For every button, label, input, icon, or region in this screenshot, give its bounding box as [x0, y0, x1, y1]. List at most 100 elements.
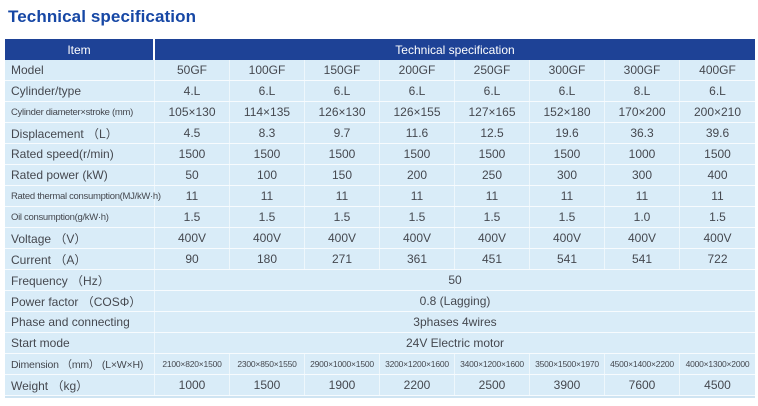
cell-value: 1000	[155, 375, 230, 395]
row-label: Dimension （mm） (L×W×H)	[5, 354, 155, 374]
table-row: Phase and connecting 3phases 4wires	[5, 312, 755, 333]
cell-value: 200GF	[380, 60, 455, 80]
cell-value: 400V	[530, 228, 605, 248]
cell-value: 11	[305, 186, 380, 206]
cell-value: 300GF	[605, 60, 680, 80]
cell-value: 4500×1400×2200	[605, 354, 680, 374]
cell-value: 11	[380, 186, 455, 206]
span-value: 50	[448, 273, 462, 287]
table-row: Rated thermal consumption(MJ/kW·h) 11 11 11…	[5, 186, 755, 207]
header-span-label: Technical specification	[395, 42, 515, 57]
cell-value: 1.5	[380, 207, 455, 227]
table-row: Rated speed(r/min) 1500 1500 1500 1500 1500 15…	[5, 144, 755, 165]
table-row: Cylinder/type 4.L 6.L 6.L 6.L 6.L 6.L 8.L 6.L	[5, 81, 755, 102]
cell-value: 19.6	[530, 123, 605, 143]
cell-value: 170×200	[605, 102, 680, 122]
cell-value: 400	[707, 168, 728, 182]
cell-value: 3900	[530, 375, 605, 395]
cell-value: 150	[305, 165, 380, 185]
cell-value: 126×130	[305, 102, 380, 122]
cell-value: 6.L	[380, 81, 455, 101]
cell-value: 8.3	[230, 123, 305, 143]
table-body: Model 50GF 100GF 150GF 200GF 250GF 300GF 300GF 4…	[5, 60, 755, 396]
table-header-row: Item Technical specification	[5, 39, 755, 60]
row-label: Cylinder/type	[5, 81, 155, 101]
cell-value: 1900	[305, 375, 380, 395]
cell-value: 4.L	[155, 81, 230, 101]
cell-value: 541	[605, 249, 680, 269]
cell-value: 400V	[380, 228, 455, 248]
table-row: Cylinder diameter×stroke (mm) 105×130 114×…	[5, 102, 755, 123]
row-label: Rated thermal consumption(MJ/kW·h)	[5, 186, 161, 206]
cell-value: 36.3	[605, 123, 680, 143]
cell-value: 1.5	[155, 207, 230, 227]
row-label: Rated speed(r/min)	[5, 144, 155, 164]
span-value: 0.8 (Lagging)	[419, 294, 491, 308]
cell-value: 200×210	[693, 105, 742, 119]
table-row: Frequency （Hz） 50	[5, 270, 755, 291]
cell-value: 541	[530, 249, 605, 269]
row-label: Oil consumption(g/kW·h)	[5, 207, 155, 227]
row-label: Rated power (kW)	[5, 165, 155, 185]
cell-value: 11.6	[380, 123, 455, 143]
table-row: Weight （kg） 1000 1500 1900 2200 2500 3900 7600 4…	[5, 375, 755, 396]
cell-value: 105×130	[155, 102, 230, 122]
cell-value: 7600	[605, 375, 680, 395]
cell-value: 400V	[230, 228, 305, 248]
page-title: Technical specification	[8, 7, 197, 26]
row-label: Voltage （V）	[5, 228, 155, 248]
cell-value: 11	[711, 189, 724, 203]
row-label: Displacement （L）	[5, 123, 155, 143]
row-label: Power factor （COSΦ）	[5, 291, 155, 311]
header-item-label: Item	[5, 39, 155, 60]
cell-value: 4.5	[155, 123, 230, 143]
cell-value: 3400×1200×1600	[455, 354, 530, 374]
cell-value: 127×165	[455, 102, 530, 122]
cell-value: 126×155	[380, 102, 455, 122]
cell-value: 271	[305, 249, 380, 269]
cell-value: 2900×1000×1500	[305, 354, 380, 374]
table-row: Power factor （COSΦ） 0.8 (Lagging)	[5, 291, 755, 312]
cell-value: 100	[230, 165, 305, 185]
span-value: 24V Electric motor	[405, 336, 505, 350]
cell-value: 100GF	[230, 60, 305, 80]
cell-value: 11	[230, 186, 305, 206]
row-label: Frequency （Hz）	[5, 270, 155, 290]
cell-value: 8.L	[605, 81, 680, 101]
table-row: Rated power (kW) 50 100 150 200 250 300 300 400	[5, 165, 755, 186]
cell-value: 50	[155, 165, 230, 185]
cell-value: 1000	[605, 144, 680, 164]
cell-value: 3200×1200×1600	[380, 354, 455, 374]
cell-value: 50GF	[155, 60, 230, 80]
row-label: Model	[5, 60, 155, 80]
cell-value: 1.5	[530, 207, 605, 227]
cell-value: 200	[380, 165, 455, 185]
cell-value: 6.L	[709, 84, 726, 98]
cell-value: 39.6	[705, 126, 730, 140]
cell-value: 1500	[530, 144, 605, 164]
cell-value: 250	[455, 165, 530, 185]
page: Technical specification Item Technical s…	[0, 7, 758, 398]
cell-value: 300	[530, 165, 605, 185]
table-row: Oil consumption(g/kW·h) 1.5 1.5 1.5 1.5 1.5 1.…	[5, 207, 755, 228]
cell-value: 11	[530, 186, 605, 206]
cell-value: 2200	[380, 375, 455, 395]
cell-value: 11	[455, 186, 530, 206]
cell-value: 1500	[305, 144, 380, 164]
cell-value: 4000×1300×2000	[685, 359, 750, 369]
cell-value: 300GF	[530, 60, 605, 80]
cell-value: 1500	[230, 144, 305, 164]
cell-value: 9.7	[305, 123, 380, 143]
cell-value: 114×135	[230, 102, 305, 122]
cell-value: 1.5	[455, 207, 530, 227]
cell-value: 400V	[455, 228, 530, 248]
cell-value: 1500	[704, 147, 731, 161]
cell-value: 3500×1500×1970	[530, 354, 605, 374]
cell-value: 2100×820×1500	[155, 354, 230, 374]
table-row: Displacement （L） 4.5 8.3 9.7 11.6 12.5 19.6 36.…	[5, 123, 755, 144]
spec-table: Item Technical specification Model 50GF 10…	[5, 39, 755, 398]
cell-value: 400V	[305, 228, 380, 248]
row-label: Cylinder diameter×stroke (mm)	[5, 102, 155, 122]
table-row: Dimension （mm） (L×W×H) 2100×820×1500 2300×…	[5, 354, 755, 375]
table-row: Model 50GF 100GF 150GF 200GF 250GF 300GF 300GF 4…	[5, 60, 755, 81]
